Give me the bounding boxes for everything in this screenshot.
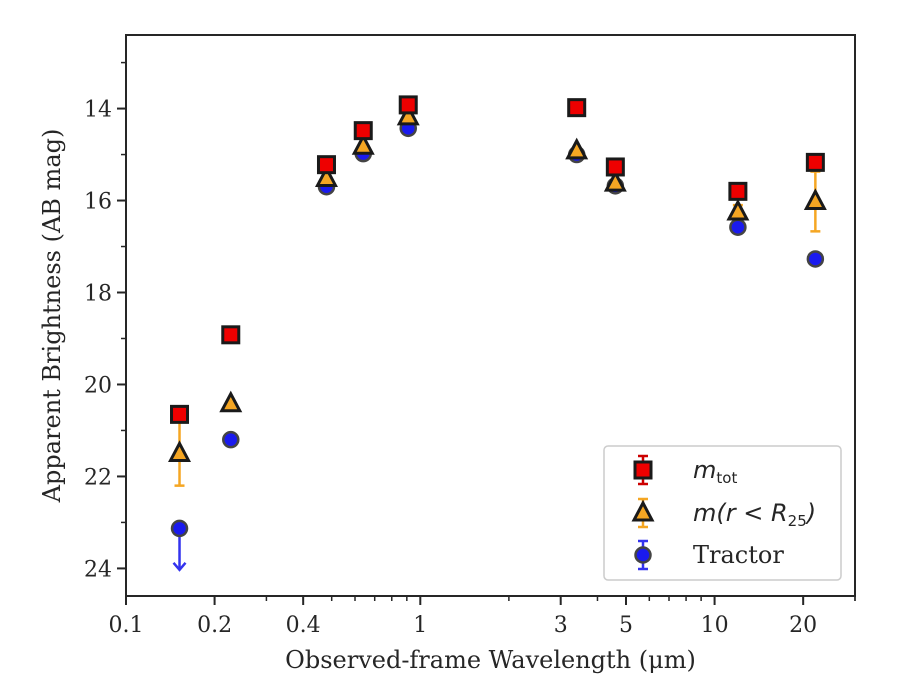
legend-box <box>603 445 842 581</box>
y-axis-ticks: 14 16 18 20 22 24 <box>84 61 126 582</box>
legend-marker-circle <box>634 546 652 564</box>
legend-marker-triangle <box>631 499 655 522</box>
data-point-square <box>605 157 625 177</box>
data-markers <box>168 95 827 538</box>
legend-label: mtot <box>693 456 737 487</box>
y-tick-label: 22 <box>84 465 112 490</box>
y-axis-label: Apparent Brightness (AB mag) <box>38 129 66 504</box>
data-point-triangle <box>351 133 375 155</box>
data-point-circle <box>806 250 825 268</box>
data-point-square <box>728 181 748 201</box>
data-point-circle <box>222 430 240 449</box>
x-tick-label: 10 <box>701 613 729 638</box>
data-point-square <box>221 325 241 345</box>
x-tick-label: 0.4 <box>286 613 321 638</box>
legend-label-subscript: 25 <box>788 512 807 530</box>
x-tick-label: 1 <box>413 613 427 638</box>
legend-label-tail: ) <box>805 499 816 527</box>
data-point-square <box>353 121 373 141</box>
x-tick-label: 5 <box>619 613 633 638</box>
data-point-square <box>170 404 190 424</box>
data-point-square <box>567 98 587 118</box>
data-point-circle <box>729 218 747 236</box>
x-axis-ticks: 0.1 0.2 0.4 1 3 5 10 20 <box>109 596 856 638</box>
legend: mtot m(r < R25) Tractor <box>603 445 842 581</box>
legend-label-subscript: tot <box>716 469 737 487</box>
x-tick-label: 3 <box>554 613 568 638</box>
x-axis-label: Observed-frame Wavelength (μm) <box>285 646 696 674</box>
legend-label: m(r < R25) <box>693 499 816 530</box>
data-point-triangle <box>396 103 420 126</box>
y-tick-label: 14 <box>84 98 112 123</box>
data-point-triangle <box>314 165 338 187</box>
y-tick-label: 18 <box>84 282 112 307</box>
y-tick-label: 24 <box>84 557 112 582</box>
y-tick-label: 16 <box>84 190 112 215</box>
x-tick-label: 20 <box>789 613 817 638</box>
data-point-triangle <box>168 440 192 462</box>
y-tick-label: 20 <box>84 373 112 398</box>
legend-marker-square <box>633 460 653 480</box>
x-tick-label: 0.2 <box>197 613 232 638</box>
data-point-triangle <box>219 390 243 413</box>
data-point-triangle <box>726 198 750 221</box>
legend-label: Tractor <box>693 541 784 569</box>
upper-limit-arrowhead <box>172 561 187 572</box>
legend-label-main: m <box>693 456 716 484</box>
legend-label-main: m(r < R <box>693 499 788 527</box>
plot-frame <box>125 34 856 597</box>
data-point-triangle <box>603 169 627 192</box>
data-point-square <box>805 152 825 172</box>
data-point-square <box>316 155 336 175</box>
data-point-triangle <box>565 137 589 160</box>
data-point-square <box>398 95 418 115</box>
data-point-circle <box>170 519 189 538</box>
x-tick-label: 0.1 <box>109 613 144 638</box>
data-point-triangle <box>803 188 827 210</box>
